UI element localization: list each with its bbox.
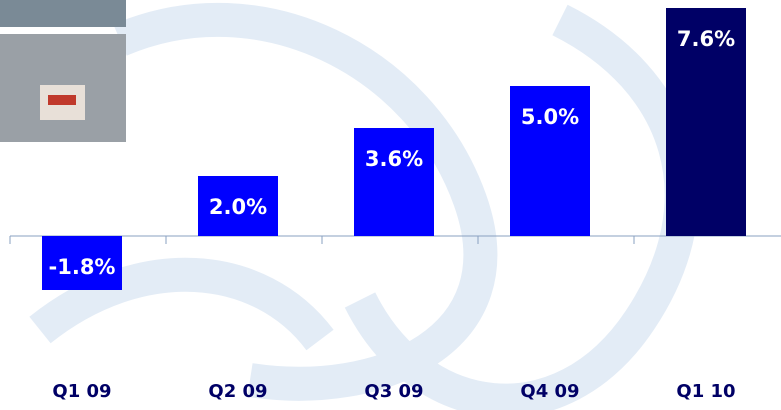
value-label: -1.8%: [49, 255, 116, 279]
bar: [198, 176, 278, 236]
x-tick-label: Q1 09: [52, 381, 111, 402]
bar: [354, 128, 434, 236]
value-label: 5.0%: [521, 105, 579, 129]
value-label: 2.0%: [209, 195, 267, 219]
x-tick-label: Q3 09: [364, 381, 423, 402]
x-tick-label: Q2 09: [208, 381, 267, 402]
bar: [510, 86, 590, 236]
background-watermark: [29, 2, 699, 410]
value-label: 7.6%: [677, 27, 735, 51]
x-tick-label: Q1 10: [676, 381, 735, 402]
bar: [666, 8, 746, 236]
x-tick-label: Q4 09: [520, 381, 579, 402]
photo: [0, 0, 126, 142]
bar: [42, 236, 122, 290]
value-label: 3.6%: [365, 147, 423, 171]
